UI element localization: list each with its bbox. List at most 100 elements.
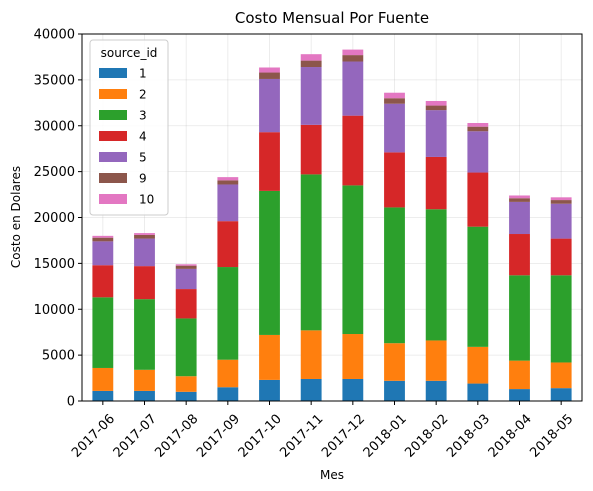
legend: source_id 1 2 3 4 5 9 10 <box>89 39 169 216</box>
bar-segment <box>134 238 155 267</box>
legend-entry: 2 <box>139 88 147 102</box>
bar-segment <box>92 367 114 391</box>
chart-title: Costo Mensual Por Fuente <box>235 9 429 27</box>
bar-segment <box>300 378 322 401</box>
bar-segment <box>509 195 530 199</box>
bar-segment <box>384 98 405 104</box>
x-tick-label: 2017-07 <box>111 412 160 461</box>
legend-box <box>89 39 169 216</box>
bar-segment <box>217 221 239 268</box>
bar-segment <box>134 299 155 370</box>
legend-title: source_id <box>101 46 158 60</box>
bar-segment <box>384 343 405 381</box>
legend-swatch <box>99 68 127 78</box>
legend-entry: 5 <box>139 151 147 165</box>
x-tick-label: 2017-09 <box>194 412 243 461</box>
y-tick-label: 20000 <box>34 211 75 226</box>
bar-segment <box>384 103 405 153</box>
bar-segment <box>467 226 489 347</box>
bar-segment <box>259 67 280 73</box>
legend-swatch <box>99 110 127 120</box>
bar-segment <box>550 388 572 401</box>
bar-segment <box>384 92 405 99</box>
bar-segment <box>134 234 155 239</box>
bar-segment <box>217 387 239 401</box>
bar-segment <box>175 268 197 290</box>
bar-segment <box>342 61 364 116</box>
bar-segment <box>175 289 197 319</box>
y-tick-label: 0 <box>67 395 75 410</box>
bar-segment <box>259 334 280 380</box>
bar-segment <box>425 100 447 106</box>
bar-segment <box>92 237 114 242</box>
bar-segment <box>550 200 572 204</box>
bar-segment <box>300 124 322 175</box>
legend-swatch <box>99 173 127 183</box>
bar-segment <box>259 379 280 401</box>
bar-segment <box>175 265 197 269</box>
bar-segment <box>467 126 489 132</box>
bar-segment <box>92 265 114 298</box>
y-tick-label: 15000 <box>34 257 75 272</box>
bar-segment <box>92 390 114 401</box>
bar-segment <box>259 132 280 191</box>
x-tick-label: 2017-10 <box>236 412 285 461</box>
x-tick-label: 2018-05 <box>527 412 576 461</box>
bar-segment <box>300 67 322 125</box>
y-tick-label: 30000 <box>34 119 75 134</box>
y-tick-label: 35000 <box>34 73 75 88</box>
bar-segment <box>425 156 447 210</box>
bar-segment <box>550 362 572 389</box>
bar-segment <box>342 55 364 62</box>
x-tick-label: 2017-12 <box>319 412 368 461</box>
bar-segment <box>134 266 155 300</box>
bar-segment <box>509 275 530 361</box>
bar-segment <box>300 54 322 61</box>
legend-swatch <box>99 131 127 141</box>
x-tick-label: 2017-11 <box>277 412 326 461</box>
legend-entry: 3 <box>139 109 147 123</box>
bar-segment <box>384 207 405 344</box>
bar-segment <box>384 152 405 208</box>
bar-segment <box>175 391 197 401</box>
x-axis-label: Mes <box>320 468 344 482</box>
legend-swatch <box>99 194 127 204</box>
bar-segment <box>509 201 530 235</box>
bar-segment <box>509 198 530 202</box>
bar-segment <box>217 359 239 388</box>
bar-segment <box>425 110 447 157</box>
x-tick-label: 2017-06 <box>69 412 118 461</box>
x-axis: 2017-062017-072017-082017-092017-102017-… <box>69 401 576 461</box>
bar-segment <box>92 297 114 368</box>
bar-segment <box>550 203 572 239</box>
bar-segment <box>217 180 239 185</box>
bar-segment <box>550 275 572 363</box>
bar-segment <box>550 238 572 276</box>
bar-segment <box>134 369 155 391</box>
bar-segment <box>92 235 114 238</box>
y-tick-label: 25000 <box>34 165 75 180</box>
legend-swatch <box>99 89 127 99</box>
bar-segment <box>300 174 322 331</box>
bar-segment <box>300 330 322 379</box>
bar-segment <box>259 72 280 79</box>
bar-segment <box>175 376 197 392</box>
legend-entry: 10 <box>139 193 154 207</box>
bar-segment <box>550 197 572 201</box>
bar-segment <box>467 346 489 384</box>
bar-segment <box>134 390 155 401</box>
x-tick-label: 2017-08 <box>152 412 201 461</box>
bar-segment <box>425 380 447 401</box>
legend-swatch <box>99 152 127 162</box>
y-tick-label: 10000 <box>34 303 75 318</box>
bar-segment <box>342 115 364 186</box>
y-tick-label: 40000 <box>34 28 75 43</box>
bar-segment <box>467 131 489 173</box>
bar-segment <box>467 122 489 127</box>
legend-entry: 1 <box>139 67 147 81</box>
bar-segment <box>425 340 447 381</box>
bar-segment <box>342 49 364 56</box>
x-tick-label: 2018-03 <box>444 412 493 461</box>
bar-segment <box>134 233 155 235</box>
x-tick-label: 2018-01 <box>361 412 410 461</box>
